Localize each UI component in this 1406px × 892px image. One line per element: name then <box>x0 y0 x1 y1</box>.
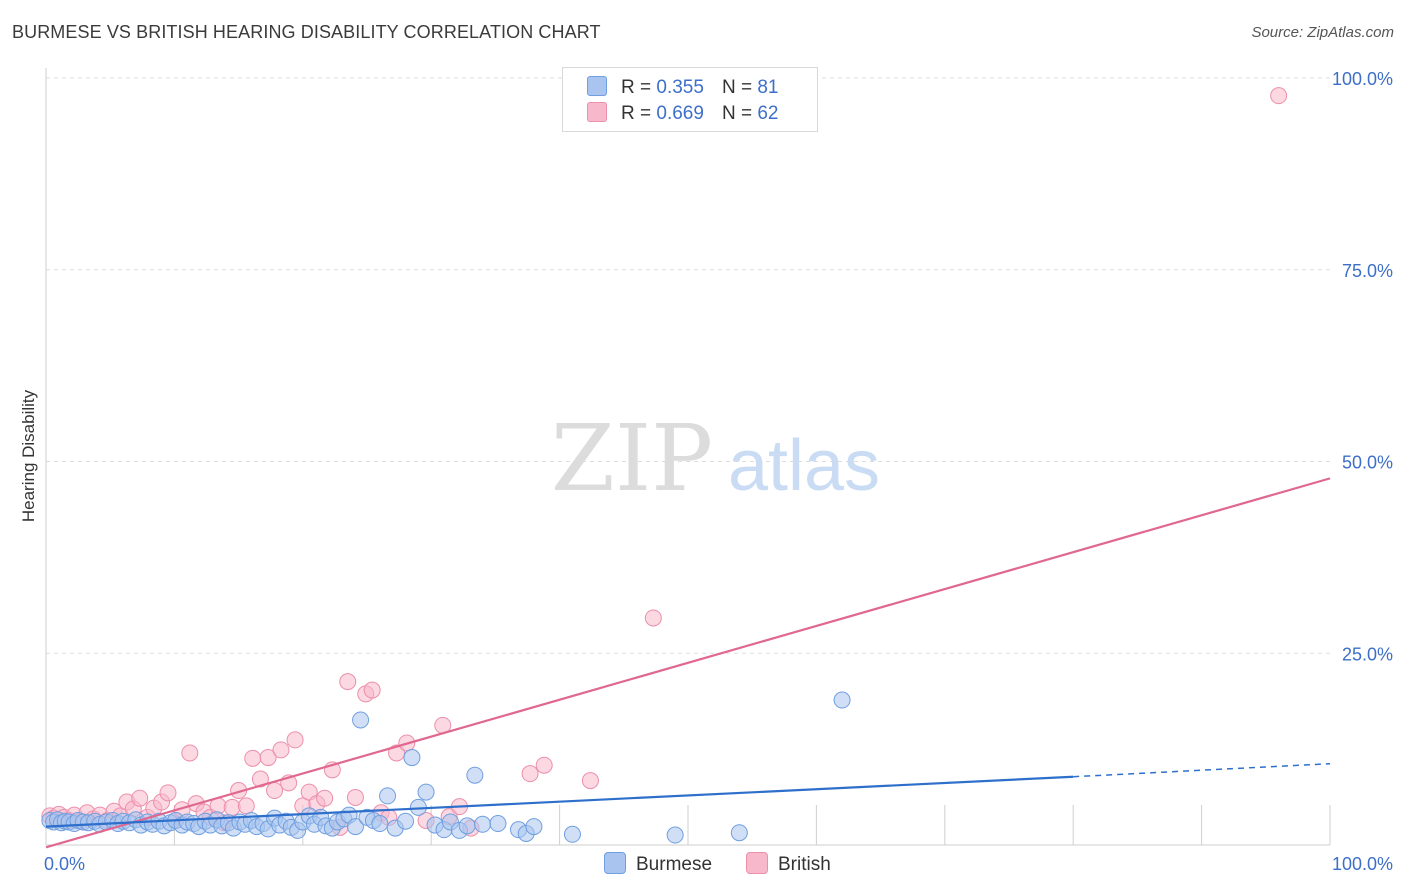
axes <box>45 68 1330 846</box>
british-swatch <box>587 102 607 122</box>
watermark-atlas: atlas <box>728 426 880 506</box>
british-point <box>581 772 599 790</box>
british-point <box>131 789 149 807</box>
burmese-point <box>379 787 397 805</box>
y-tick-label: 75.0% <box>1342 261 1393 281</box>
burmese-swatch <box>587 76 607 96</box>
burmese-point <box>371 815 389 833</box>
watermark: ZIP atlas <box>551 405 880 512</box>
burmese-points <box>41 691 851 844</box>
legend-label-burmese: Burmese <box>636 854 713 875</box>
british-point <box>266 782 284 800</box>
burmese-point <box>397 812 415 830</box>
british-point <box>259 749 277 767</box>
british-point <box>521 765 539 783</box>
y-axis-label: Hearing Disability <box>19 389 38 522</box>
burmese-point <box>563 825 581 843</box>
british-point <box>181 744 199 762</box>
british-point <box>363 681 381 699</box>
burmese-point <box>730 824 748 842</box>
r-label: R = <box>621 77 652 98</box>
british-trendline <box>45 477 1331 849</box>
burmese-point <box>352 711 370 729</box>
y-tick-label: 100.0% <box>1332 69 1393 89</box>
n-value: 81 <box>757 77 779 98</box>
source-label: Source: ZipAtlas.com <box>1251 24 1394 41</box>
burmese-point <box>466 766 484 784</box>
r-value: 0.355 <box>656 77 704 98</box>
burmese-point <box>666 826 684 844</box>
british-point <box>159 784 177 802</box>
legend-item-british[interactable]: British <box>746 852 831 876</box>
british-legend-swatch <box>746 852 768 874</box>
legend-label-british: British <box>778 854 831 875</box>
series-legend: Burmese British <box>0 852 1406 878</box>
stats-legend: R = 0.355 N = 81 R = 0.669 N = 62 <box>562 67 818 132</box>
british-point <box>286 731 304 749</box>
stats-legend-row-burmese: R = 0.355 N = 81 <box>587 76 778 100</box>
burmese-trendline-extension <box>1073 762 1331 778</box>
tick-labels: 25.0% 50.0% 75.0% 100.0% 0.0% 100.0% <box>44 69 1393 874</box>
british-point <box>272 741 290 759</box>
trendlines <box>45 477 1331 849</box>
r-value: 0.669 <box>656 103 704 124</box>
legend-item-burmese[interactable]: Burmese <box>604 852 712 876</box>
burmese-point <box>417 783 435 801</box>
burmese-point <box>474 815 492 833</box>
y-tick-label: 50.0% <box>1342 453 1393 473</box>
burmese-point <box>833 691 851 709</box>
british-point <box>388 744 406 762</box>
stats-legend-row-british: R = 0.669 N = 62 <box>587 102 778 126</box>
burmese-legend-swatch <box>604 852 626 874</box>
n-label: N = <box>721 77 753 98</box>
watermark-zip: ZIP <box>551 405 713 512</box>
chart-title: BURMESE VS BRITISH HEARING DISABILITY CO… <box>12 22 601 42</box>
burmese-point <box>346 818 364 836</box>
british-point <box>339 673 357 691</box>
british-point <box>316 789 334 807</box>
burmese-point <box>458 817 476 835</box>
burmese-point <box>403 749 421 767</box>
british-point <box>251 770 269 788</box>
y-tick-label: 25.0% <box>1342 644 1393 664</box>
burmese-trendline <box>45 775 1074 828</box>
british-point <box>346 788 364 806</box>
british-point <box>1270 87 1288 105</box>
x-tick-label: 0.0% <box>44 854 85 874</box>
british-point <box>644 609 662 627</box>
x-tick-label: 100.0% <box>1332 854 1393 874</box>
burmese-point <box>489 815 507 833</box>
british-point <box>244 749 262 767</box>
british-point <box>535 756 553 774</box>
british-point <box>223 798 241 816</box>
n-value: 62 <box>757 103 779 124</box>
burmese-point <box>525 818 543 836</box>
n-label: N = <box>721 103 753 124</box>
r-label: R = <box>621 103 652 124</box>
british-point <box>237 797 255 815</box>
